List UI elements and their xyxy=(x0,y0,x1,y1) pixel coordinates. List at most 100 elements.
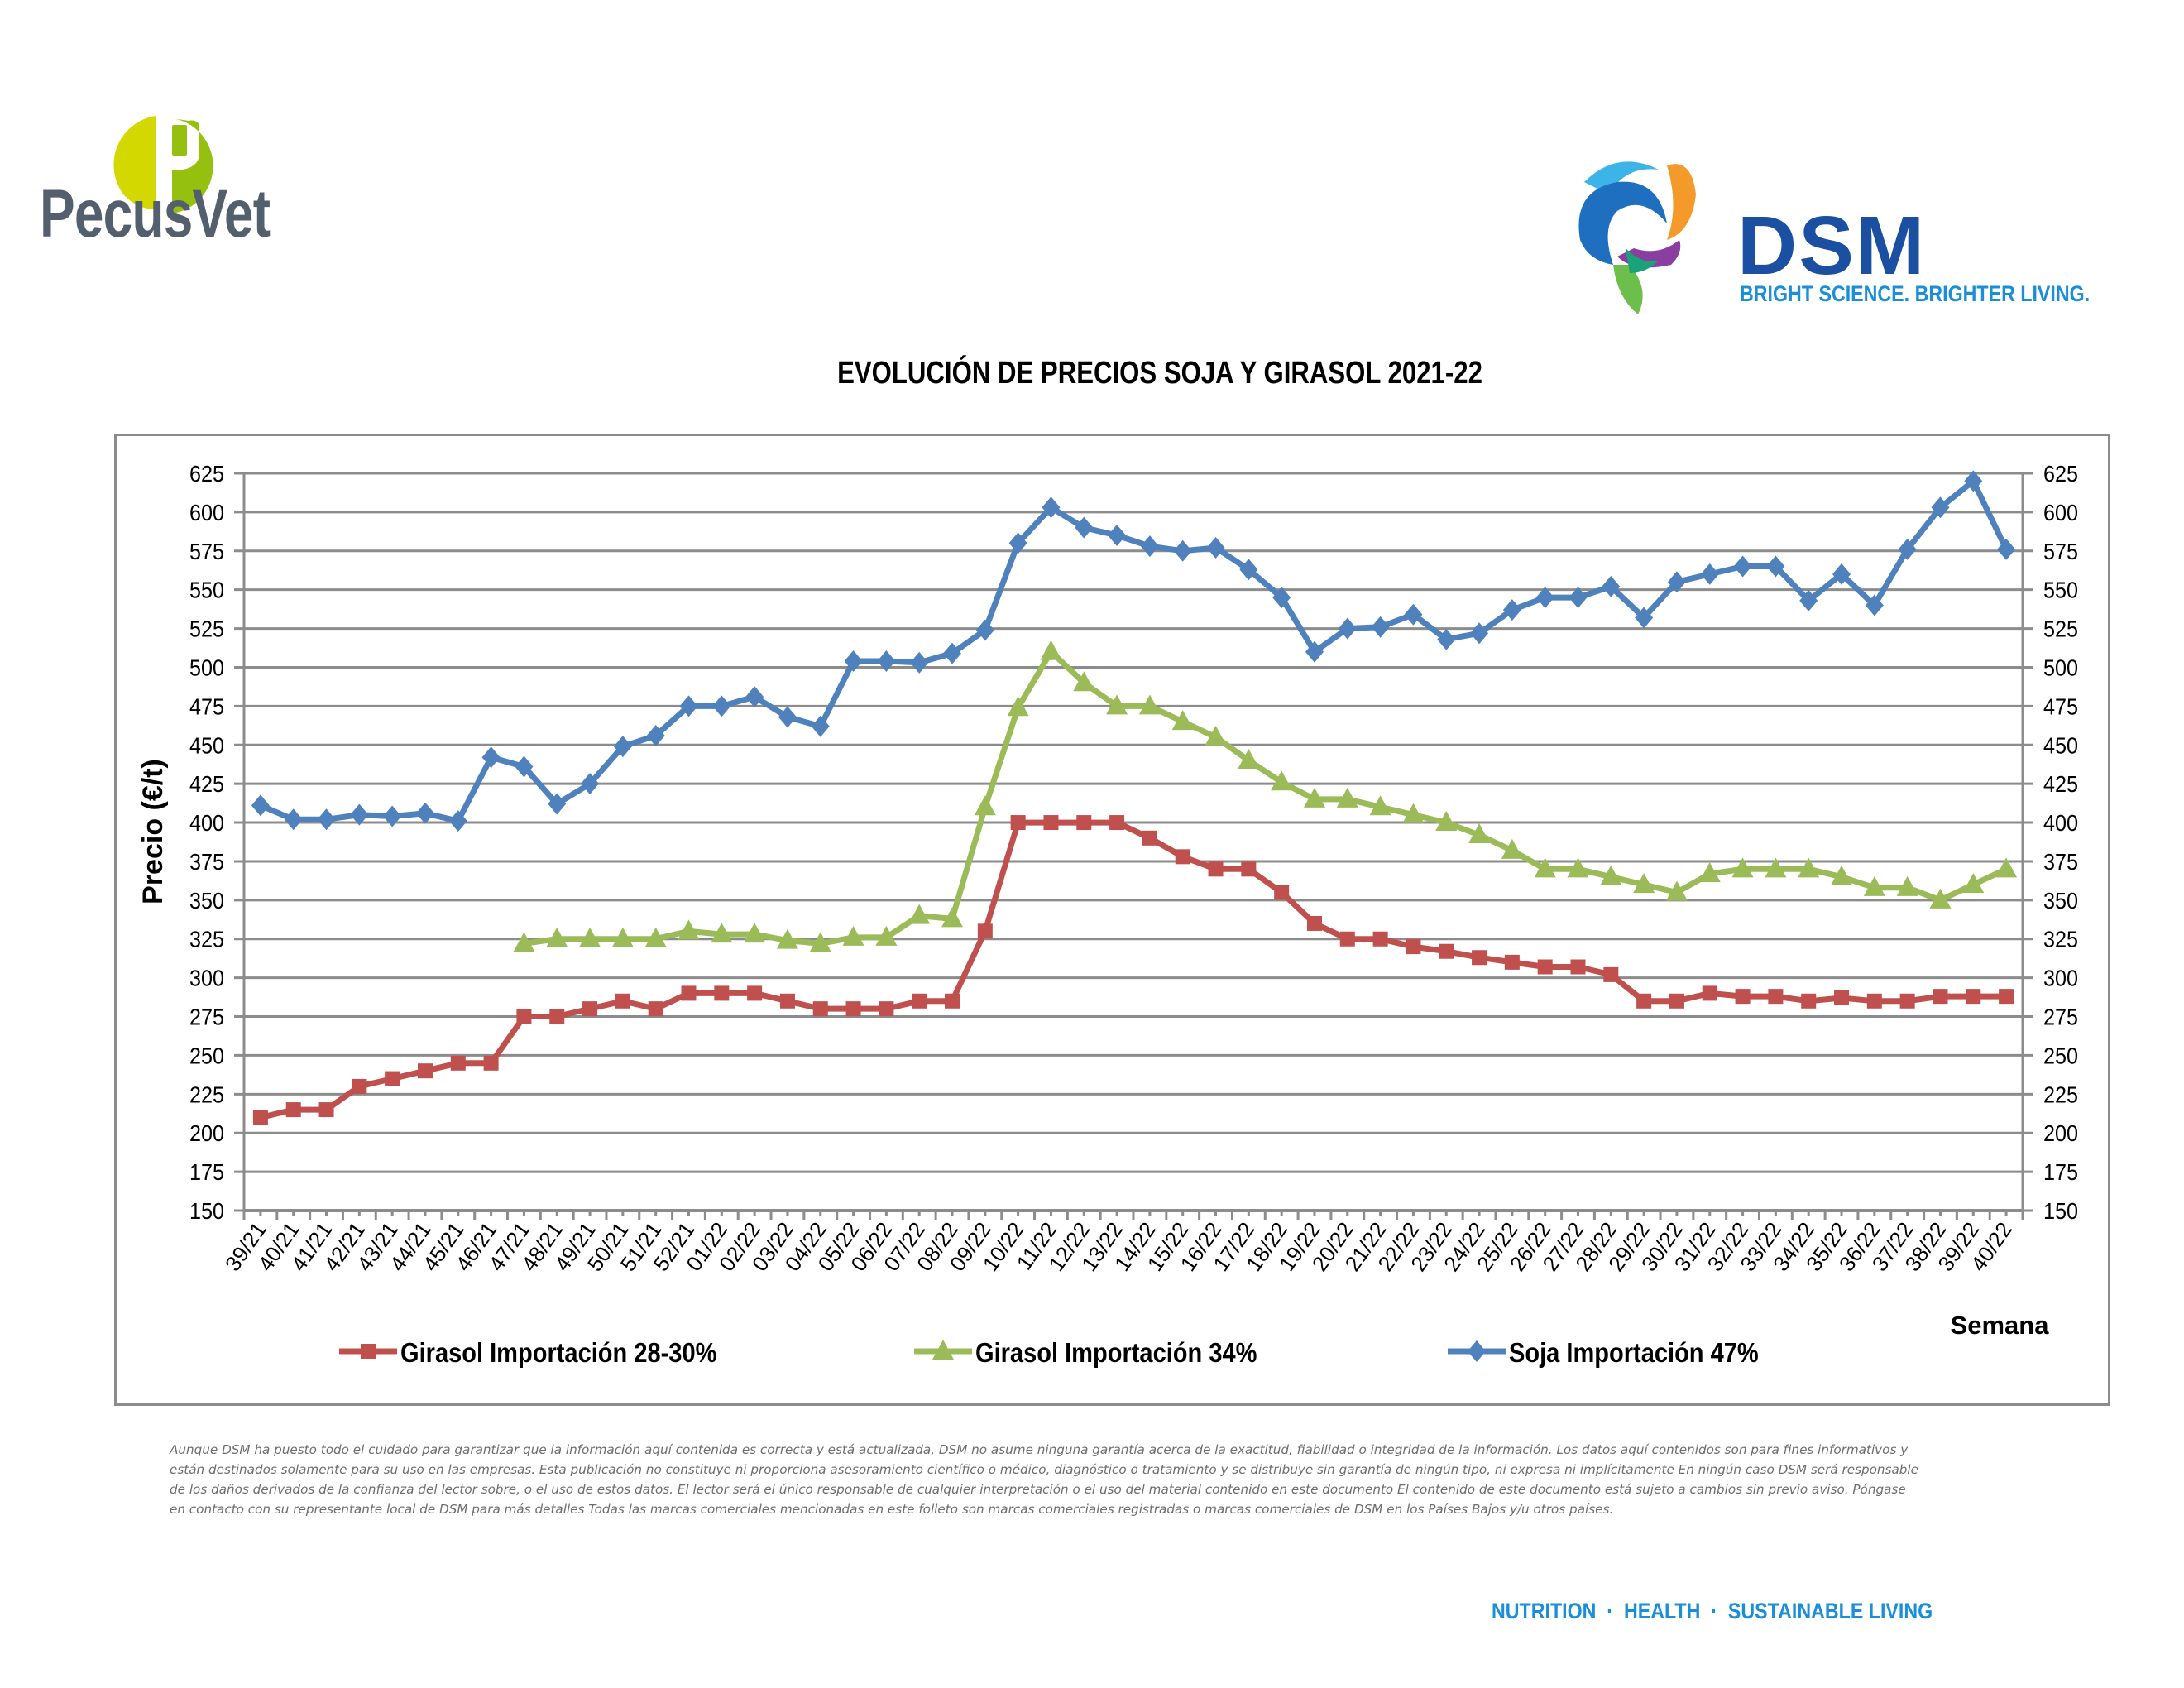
data-point xyxy=(352,1078,367,1094)
y-tick-label-right: 175 xyxy=(2043,1159,2078,1186)
y-tick-label-right: 350 xyxy=(2043,888,2078,914)
y-tick-label-left: 425 xyxy=(189,771,224,798)
y-tick-label-left: 300 xyxy=(189,965,224,991)
data-point xyxy=(744,923,766,943)
data-point xyxy=(711,923,733,943)
data-point xyxy=(1665,880,1688,901)
data-point xyxy=(385,1071,400,1086)
y-tick-label-right: 550 xyxy=(2043,577,2078,603)
data-point xyxy=(681,985,697,1001)
data-point xyxy=(1999,989,2014,1005)
legend-label: Girasol Importación 28-30% xyxy=(400,1337,716,1368)
data-point xyxy=(1831,865,1853,885)
data-point xyxy=(1766,555,1785,578)
gridlines xyxy=(234,472,2033,1212)
data-point xyxy=(1865,594,1884,616)
data-point xyxy=(1602,575,1621,597)
data-point xyxy=(648,1001,663,1017)
data-point xyxy=(1731,857,1754,878)
data-point xyxy=(516,1009,532,1024)
data-point xyxy=(1898,538,1917,560)
dsm-logo-text: DSM xyxy=(1737,199,1927,292)
data-point xyxy=(1076,815,1092,831)
data-point xyxy=(1667,571,1686,593)
data-point xyxy=(941,907,964,928)
data-point xyxy=(581,773,600,795)
data-point xyxy=(1208,861,1224,877)
data-point xyxy=(318,1102,334,1118)
data-point xyxy=(1040,640,1062,660)
legend-item: Soja Importación 47% xyxy=(1448,1337,1759,1368)
data-point xyxy=(1933,989,1948,1005)
dsm-logo-icon xyxy=(1578,161,1696,314)
data-point xyxy=(845,1001,861,1017)
legend-label: Girasol Importación 34% xyxy=(975,1337,1257,1368)
data-point xyxy=(745,686,764,708)
legend-label: Soja Importación 47% xyxy=(1509,1337,1759,1368)
chart-title: EVOLUCIÓN DE PRECIOS SOJA Y GIRASOL 2021… xyxy=(837,356,1482,391)
y-tick-label-right: 225 xyxy=(2043,1081,2078,1108)
data-point xyxy=(1470,622,1489,645)
data-point xyxy=(317,808,336,831)
data-point xyxy=(417,1063,433,1079)
data-point xyxy=(1502,599,1521,621)
y-tick-label-left: 550 xyxy=(189,577,224,603)
data-point xyxy=(1896,875,1918,896)
data-point xyxy=(1043,815,1059,831)
disclaimer-text: Aunque DSM ha puesto todo el cuidado par… xyxy=(170,1442,1918,1517)
data-point xyxy=(1735,989,1751,1005)
data-point xyxy=(1768,989,1784,1005)
data-point xyxy=(1238,749,1260,770)
data-point xyxy=(285,1102,301,1118)
data-point xyxy=(844,650,863,672)
data-point xyxy=(1042,496,1061,519)
y-tick-label-left: 150 xyxy=(189,1198,224,1225)
data-point xyxy=(1272,587,1291,609)
data-point xyxy=(1535,587,1554,609)
data-point xyxy=(1669,993,1684,1009)
legend-item: Girasol Importación 34% xyxy=(914,1337,1257,1368)
data-point xyxy=(1798,857,1820,878)
data-point xyxy=(1799,589,1818,611)
y-tick-label-left: 450 xyxy=(189,732,224,759)
data-point xyxy=(1997,538,2016,560)
data-point xyxy=(450,1055,466,1071)
data-point xyxy=(1372,931,1388,947)
data-point xyxy=(1106,694,1128,715)
series-2 xyxy=(251,470,2016,832)
data-point xyxy=(611,927,634,947)
y-axis-label: Precio (€/t) xyxy=(137,759,169,904)
data-point xyxy=(1570,959,1586,975)
axes xyxy=(242,473,2024,1220)
data-point xyxy=(1966,989,1981,1005)
y-tick-label-right: 325 xyxy=(2043,927,2078,953)
data-point xyxy=(945,993,960,1009)
data-point xyxy=(778,706,797,728)
y-tick-label-right: 575 xyxy=(2043,539,2078,565)
y-tick-label-left: 525 xyxy=(189,616,224,642)
y-tick-label-left: 175 xyxy=(189,1159,224,1186)
y-tick-label-left: 275 xyxy=(189,1004,224,1030)
data-point xyxy=(1371,616,1390,638)
y-tick-label-right: 475 xyxy=(2043,693,2078,720)
y-tick-label-right: 525 xyxy=(2043,616,2078,642)
data-point xyxy=(1472,950,1487,966)
data-point xyxy=(1468,823,1491,844)
data-point xyxy=(1205,725,1227,746)
data-point xyxy=(1899,993,1915,1009)
data-point xyxy=(975,619,994,641)
data-point xyxy=(1404,603,1423,626)
data-point xyxy=(1142,830,1157,846)
y-tick-label-right: 400 xyxy=(2043,810,2078,837)
data-point xyxy=(1534,857,1556,878)
data-point xyxy=(1306,915,1322,931)
series xyxy=(251,470,2018,1125)
data-point xyxy=(1698,861,1721,882)
data-point xyxy=(747,985,763,1001)
y-tick-label-left: 475 xyxy=(189,693,224,720)
data-point xyxy=(1239,559,1258,581)
data-point xyxy=(548,793,567,815)
y-tick-label-left: 350 xyxy=(189,888,224,914)
legend-marker-icon xyxy=(361,1344,376,1359)
data-point xyxy=(1206,537,1225,559)
